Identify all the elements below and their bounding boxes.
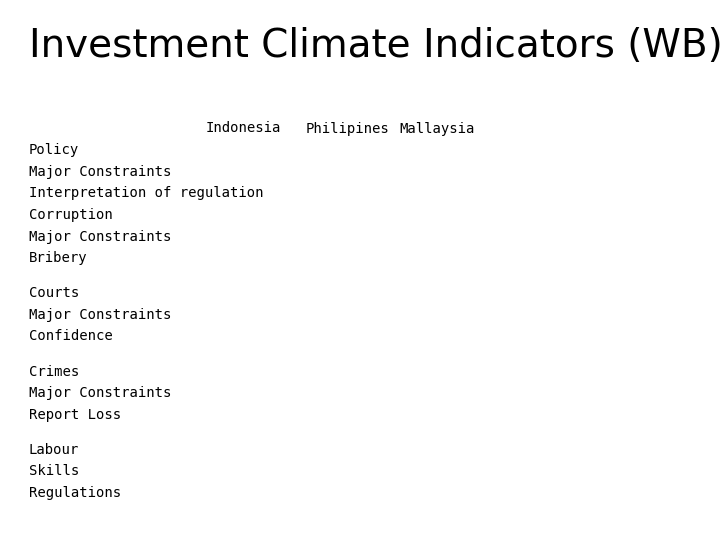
Text: Major Constraints: Major Constraints: [29, 386, 171, 400]
Text: Major Constraints: Major Constraints: [29, 308, 171, 322]
Text: Confidence: Confidence: [29, 329, 112, 343]
Text: Policy: Policy: [29, 143, 79, 157]
Text: Crimes: Crimes: [29, 364, 79, 379]
Text: Report Loss: Report Loss: [29, 408, 121, 422]
Text: Investment Climate Indicators (WB): Investment Climate Indicators (WB): [29, 27, 720, 65]
Text: Corruption: Corruption: [29, 208, 112, 222]
Text: Courts: Courts: [29, 286, 79, 300]
Text: Regulations: Regulations: [29, 486, 121, 500]
Text: Skills: Skills: [29, 464, 79, 478]
Text: Major Constraints: Major Constraints: [29, 230, 171, 244]
Text: Interpretation of regulation: Interpretation of regulation: [29, 186, 264, 200]
Text: Indonesia: Indonesia: [205, 122, 281, 136]
Text: Mallaysia: Mallaysia: [400, 122, 475, 136]
Text: Bribery: Bribery: [29, 251, 87, 265]
Text: Major Constraints: Major Constraints: [29, 165, 171, 179]
Text: Labour: Labour: [29, 443, 79, 457]
Text: Philipines: Philipines: [306, 122, 390, 136]
